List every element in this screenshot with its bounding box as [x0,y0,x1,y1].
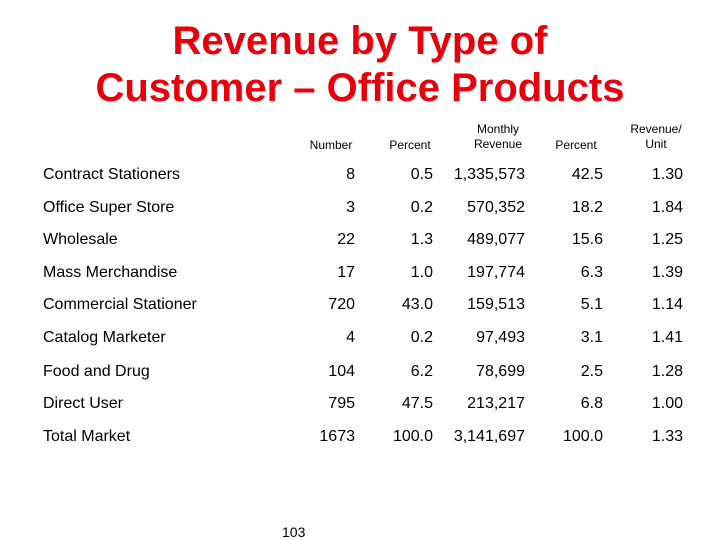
cell-monthly-revenue: 489,077 [467,231,525,248]
cell-revenue-unit: 1.84 [651,199,683,216]
row-label: Commercial Stationer [43,296,197,313]
row-label: Mass Merchandise [43,264,178,281]
row-label: Total Market [43,428,131,445]
cell-percent: 100.0 [392,428,433,445]
cell-revenue-percent: 15.6 [571,231,603,248]
cell-percent: 1.3 [410,231,433,248]
header-revenue-percent: Percent [555,138,597,152]
cell-revenue-unit: 1.00 [651,395,683,412]
header-monthly-revenue-line2: Revenue [473,137,523,151]
cell-monthly-revenue: 159,513 [467,296,525,313]
cell-monthly-revenue: 213,217 [467,395,525,412]
cell-revenue-unit: 1.28 [651,363,683,380]
cell-monthly-revenue: 78,699 [476,363,525,380]
header-monthly-revenue: Monthly Revenue [455,122,541,152]
cell-revenue-unit: 1.39 [651,264,683,281]
cell-revenue-unit: 1.33 [651,428,683,445]
cell-revenue-percent: 5.1 [580,296,603,313]
cell-percent: 0.5 [410,166,433,183]
row-label: Wholesale [43,231,118,248]
cell-number: 8 [346,166,355,183]
cell-revenue-percent: 3.1 [580,329,603,346]
cell-revenue-percent: 2.5 [580,363,603,380]
header-revenue-unit-line2: Unit [645,137,667,151]
cell-revenue-percent: 18.2 [571,199,603,216]
title-line-1: Revenue by Type of [172,19,548,63]
row-label: Catalog Marketer [43,329,166,346]
cell-revenue-percent: 100.0 [562,428,603,445]
cell-percent: 6.2 [410,363,433,380]
cell-monthly-revenue: 197,774 [467,264,525,281]
cell-monthly-revenue: 97,493 [476,329,525,346]
row-label: Contract Stationers [43,166,180,183]
cell-percent: 0.2 [410,199,433,216]
cell-monthly-revenue: 1,335,573 [453,166,525,183]
header-revenue-unit-line1: Revenue/ [630,122,682,136]
cell-revenue-unit: 1.41 [651,329,683,346]
cell-number: 1673 [319,428,355,445]
cell-revenue-unit: 1.25 [651,231,683,248]
row-label: Food and Drug [43,363,150,380]
cell-revenue-unit: 1.30 [651,166,683,183]
cell-number: 22 [337,231,355,248]
cell-revenue-percent: 42.5 [571,166,603,183]
cell-revenue-percent: 6.3 [580,264,603,281]
header-number: Number [309,138,353,152]
cell-number: 104 [328,363,355,380]
slide-title: Revenue by Type of Customer – Office Pro… [0,18,720,112]
cell-revenue-unit: 1.14 [651,296,683,313]
cell-number: 4 [346,329,355,346]
cell-monthly-revenue: 3,141,697 [453,428,525,445]
page-number: 103 [282,524,306,540]
row-label: Office Super Store [43,199,175,216]
row-label: Direct User [43,395,124,412]
title-line-2: Customer – Office Products [95,66,625,110]
cell-number: 795 [328,395,355,412]
cell-percent: 43.0 [401,296,433,313]
cell-percent: 1.0 [410,264,433,281]
header-revenue-unit: Revenue/ Unit [616,122,696,152]
cell-percent: 47.5 [401,395,433,412]
cell-percent: 0.2 [410,329,433,346]
header-monthly-revenue-line1: Monthly [476,122,520,136]
cell-revenue-percent: 6.8 [580,395,603,412]
cell-monthly-revenue: 570,352 [467,199,525,216]
cell-number: 17 [337,264,355,281]
cell-number: 720 [328,296,355,313]
cell-number: 3 [346,199,355,216]
header-percent: Percent [389,138,431,152]
